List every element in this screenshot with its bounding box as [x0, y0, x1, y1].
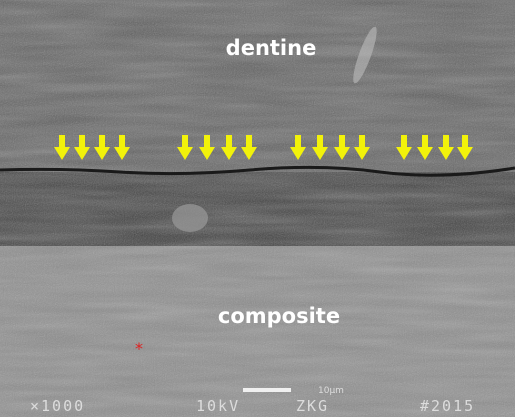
image-number: #2015: [420, 397, 475, 415]
operator: ZKG: [296, 397, 329, 415]
sem-image: dentine composite * ×1000 10kV 10μm ZKG …: [0, 0, 515, 417]
composite-label: composite: [218, 304, 340, 328]
magnification: ×1000: [30, 397, 85, 415]
scale-label: 10μm: [318, 386, 344, 396]
asterisk: *: [135, 339, 143, 358]
dentine-label: dentine: [226, 36, 317, 60]
scale-bar: [243, 388, 291, 392]
voltage: 10kV: [196, 397, 240, 415]
page: dentine composite * ×1000 10kV 10μm ZKG …: [0, 0, 515, 417]
particle: [172, 204, 208, 232]
grain-texture: [0, 0, 515, 417]
